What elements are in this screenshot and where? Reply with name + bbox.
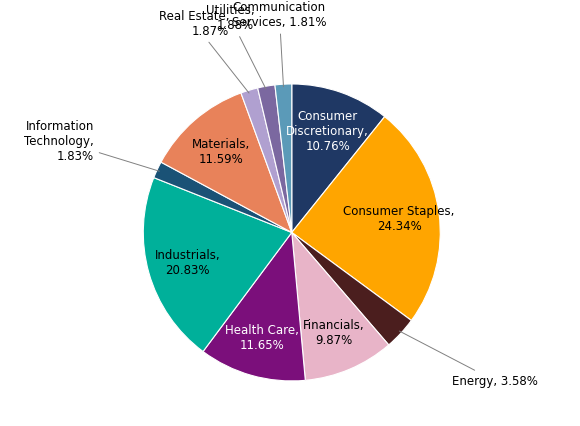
Wedge shape xyxy=(292,233,411,345)
Text: Energy, 3.58%: Energy, 3.58% xyxy=(400,331,538,387)
Text: Consumer
Discretionary,
10.76%: Consumer Discretionary, 10.76% xyxy=(287,109,369,153)
Text: Real Estate,
1.87%: Real Estate, 1.87% xyxy=(159,10,249,94)
Text: Financials,
9.87%: Financials, 9.87% xyxy=(303,318,365,346)
Text: Industrials,
20.83%: Industrials, 20.83% xyxy=(155,248,220,276)
Wedge shape xyxy=(143,178,292,352)
Wedge shape xyxy=(258,86,292,233)
Text: Utilities,
1.88%: Utilities, 1.88% xyxy=(205,4,266,89)
Wedge shape xyxy=(292,233,389,380)
Wedge shape xyxy=(292,85,385,233)
Wedge shape xyxy=(292,117,440,321)
Text: Health Care,
11.65%: Health Care, 11.65% xyxy=(226,323,299,351)
Wedge shape xyxy=(154,163,292,233)
Wedge shape xyxy=(275,85,292,233)
Text: Information
Technology,
1.83%: Information Technology, 1.83% xyxy=(24,120,160,172)
Wedge shape xyxy=(241,89,292,233)
Text: Consumer Staples,
24.34%: Consumer Staples, 24.34% xyxy=(343,205,455,233)
Text: Communication
Services, 1.81%: Communication Services, 1.81% xyxy=(232,1,327,87)
Wedge shape xyxy=(203,233,305,381)
Wedge shape xyxy=(161,94,292,233)
Text: Materials,
11.59%: Materials, 11.59% xyxy=(192,137,250,165)
